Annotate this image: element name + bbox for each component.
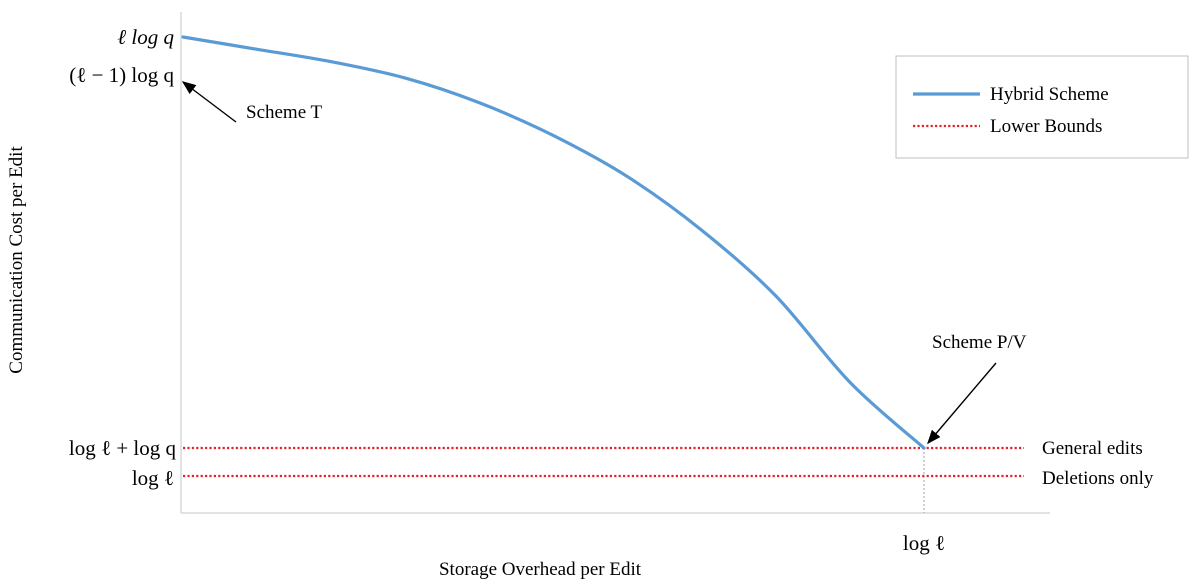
hybrid-scheme-curve (181, 35, 926, 450)
y-tick-label: (ℓ − 1) log q (69, 63, 174, 87)
x-tick-label: log ℓ (903, 531, 945, 555)
legend-label-bounds: Lower Bounds (990, 116, 1102, 137)
scheme-t-label: Scheme T (246, 102, 323, 123)
legend-box (895, 55, 1189, 159)
y-tick-label: ℓ log q (117, 25, 174, 49)
y-tick-label: log ℓ (132, 466, 174, 490)
x-axis-title: Storage Overhead per Edit (439, 559, 642, 580)
scheme-pv-arrow (927, 362, 997, 445)
legend-label-hybrid: Hybrid Scheme (990, 84, 1109, 105)
legend: Hybrid Scheme Lower Bounds (895, 55, 1189, 159)
scheme-pv-label: Scheme P/V (932, 332, 1027, 353)
bound-label-deletions: Deletions only (1042, 468, 1154, 489)
bound-label-general: General edits (1042, 438, 1143, 459)
y-axis-title: Communication Cost per Edit (6, 146, 27, 374)
scheme-t-arrow (181, 81, 237, 123)
y-tick-label: log ℓ + log q (69, 436, 177, 460)
